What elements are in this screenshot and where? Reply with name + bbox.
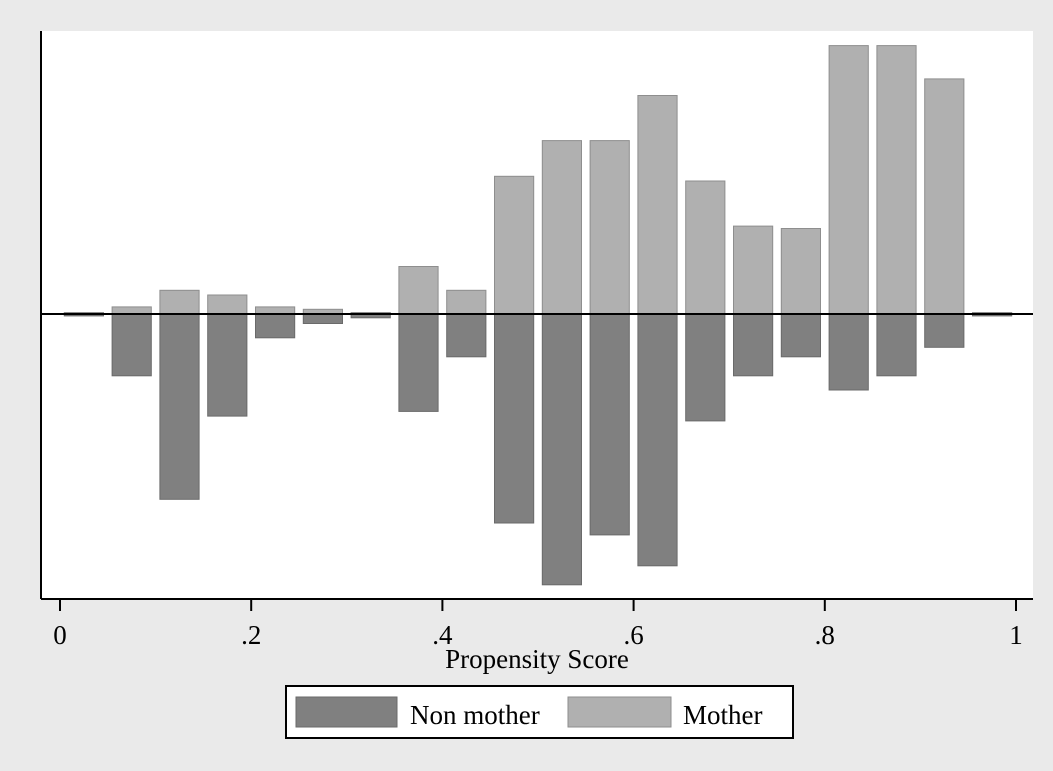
x-tick-label: .6: [623, 620, 643, 650]
bar-mother-14: [733, 225, 774, 315]
bar-mother-13: [685, 180, 726, 315]
x-tick-label: .2: [241, 620, 261, 650]
bar-mother-11: [589, 140, 630, 315]
bar-mother-7: [398, 266, 439, 315]
bar-mother-10: [541, 140, 582, 315]
bar-mother-2: [159, 289, 200, 315]
bar-mother-4: [255, 306, 296, 315]
bars-group: [63, 45, 1013, 586]
x-ticks-group: 0 .2 .4 .6 .8 1: [53, 599, 1023, 650]
bar-non-mother-17: [876, 313, 917, 377]
x-tick-label: .8: [815, 620, 835, 650]
bar-non-mother-4: [255, 313, 296, 339]
bar-mother-17: [876, 45, 917, 315]
legend-swatch-non-mother: [295, 696, 398, 728]
bar-mother-15: [780, 228, 821, 315]
bar-non-mother-18: [924, 313, 965, 348]
bar-non-mother-16: [828, 313, 869, 391]
bar-mother-12: [637, 95, 678, 315]
bar-non-mother-3: [207, 313, 248, 417]
bar-mother-9: [494, 175, 535, 315]
bar-non-mother-8: [446, 313, 487, 358]
bar-mother-18: [924, 78, 965, 315]
bar-non-mother-11: [589, 313, 630, 536]
bar-non-mother-7: [398, 313, 439, 412]
bar-non-mother-14: [733, 313, 774, 377]
bar-non-mother-5: [302, 313, 343, 324]
bar-non-mother-10: [541, 313, 582, 586]
bar-non-mother-9: [494, 313, 535, 524]
bar-mother-16: [828, 45, 869, 315]
bar-mother-3: [207, 294, 248, 315]
x-tick-label: 0: [53, 620, 67, 650]
bar-non-mother-15: [780, 313, 821, 358]
bar-non-mother-2: [159, 313, 200, 500]
legend-swatch-mother: [567, 696, 672, 728]
bar-mother-1: [111, 306, 152, 315]
x-tick-label: .4: [432, 620, 453, 650]
bar-non-mother-1: [111, 313, 152, 377]
legend: Non mother Mother: [285, 685, 794, 739]
legend-label-mother: Mother: [683, 700, 762, 730]
bar-non-mother-12: [637, 313, 678, 567]
bar-non-mother-13: [685, 313, 726, 422]
x-axis-title: Propensity Score: [445, 644, 629, 674]
legend-box: [285, 685, 794, 739]
legend-label-non-mother: Non mother: [410, 700, 540, 730]
x-tick-label: 1: [1009, 620, 1023, 650]
bar-mother-8: [446, 289, 487, 315]
